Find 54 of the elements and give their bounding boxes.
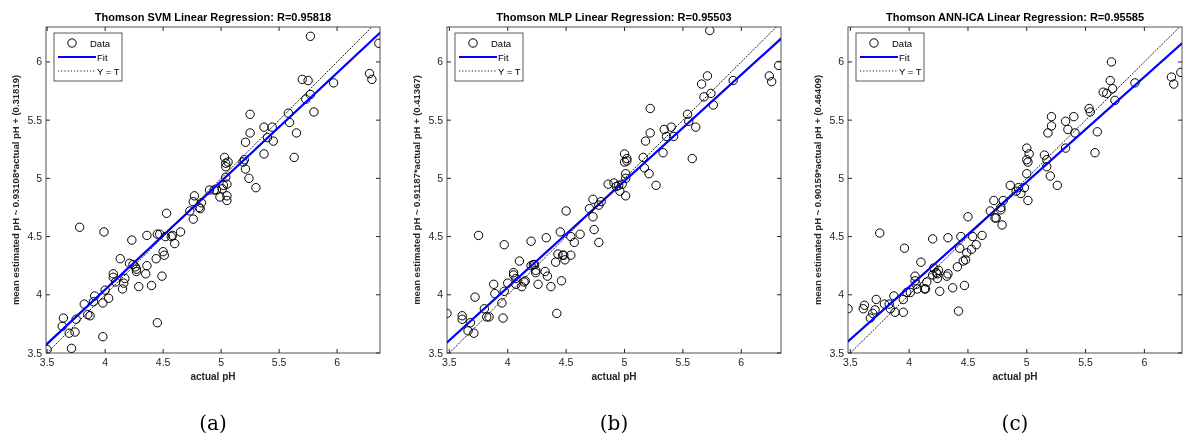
x-axis-title: actual pH — [992, 371, 1038, 382]
legend-label: Data — [90, 37, 111, 49]
x-tick-label: 5.5 — [271, 356, 287, 368]
y-tick-label: 5 — [437, 171, 444, 184]
legend-label: Y = T — [97, 65, 120, 77]
x-tick-label: 6 — [334, 356, 341, 368]
legend-label: Fit — [498, 51, 509, 63]
x-tick-label: 4 — [102, 356, 109, 368]
legend-label: Y = T — [498, 65, 521, 77]
y-tick-label: 6 — [437, 55, 444, 68]
legend-label: Fit — [899, 51, 910, 63]
y-tick-label: 5.5 — [829, 113, 845, 126]
y-tick-label: 4 — [36, 288, 43, 301]
y-tick-label: 3.5 — [428, 346, 444, 359]
y-axis-title: mean estimated pH ~ 0.90159*actual pH + (0.46409) — [812, 74, 823, 306]
x-tick-label: 6 — [1141, 356, 1148, 368]
y-axis-title: mean estimated pH ~ 0.93108*actual pH + (0.31819) — [10, 74, 21, 306]
legend-label: Data — [491, 37, 512, 49]
y-tick-label: 4.5 — [829, 230, 845, 243]
x-tick-label: 4.5 — [558, 356, 574, 368]
y-tick-label: 6 — [36, 55, 43, 68]
x-tick-label: 4 — [906, 356, 913, 368]
x-tick-label: 5 — [621, 356, 628, 368]
legend-label: Fit — [97, 51, 108, 63]
chart-title: Thomson SVM Linear Regression: R=0.95818 — [94, 11, 332, 23]
chart-title: Thomson MLP Linear Regression: R=0.95503 — [496, 11, 732, 23]
y-tick-label: 3.5 — [829, 346, 845, 359]
x-tick-label: 4 — [504, 356, 511, 368]
y-tick-label: 5 — [36, 171, 43, 184]
y-tick-label: 6 — [838, 55, 845, 68]
text: (a) — [199, 411, 227, 435]
chart-title: Thomson ANN-ICA Linear Regression: R=0.95585 — [885, 11, 1145, 23]
y-tick-label: 5.5 — [27, 113, 43, 126]
text: (c) — [1001, 411, 1029, 435]
legend-label: Data — [892, 37, 913, 49]
x-axis-title: actual pH — [190, 371, 236, 382]
x-tick-label: 5.5 — [1078, 356, 1094, 368]
y-tick-label: 4 — [838, 288, 845, 301]
x-tick-label: 5.5 — [675, 356, 691, 368]
x-tick-label: 5 — [218, 356, 225, 368]
x-tick-label: 6 — [738, 356, 745, 368]
y-tick-label: 3.5 — [27, 346, 43, 359]
legend-label: Y = T — [899, 65, 922, 77]
x-tick-label: 5 — [1023, 356, 1030, 368]
y-tick-label: 4.5 — [27, 230, 43, 243]
x-tick-label: 4.5 — [960, 356, 976, 368]
y-tick-label: 4 — [437, 288, 444, 301]
y-tick-label: 4.5 — [428, 230, 444, 243]
x-tick-label: 4.5 — [155, 356, 171, 368]
y-tick-label: 5.5 — [428, 113, 444, 126]
x-axis-title: actual pH — [591, 371, 637, 382]
y-tick-label: 5 — [838, 171, 845, 184]
y-axis-title: mean estimated pH ~ 0.91187*actual pH + (0.41367) — [411, 75, 422, 305]
text: (b) — [599, 411, 629, 435]
